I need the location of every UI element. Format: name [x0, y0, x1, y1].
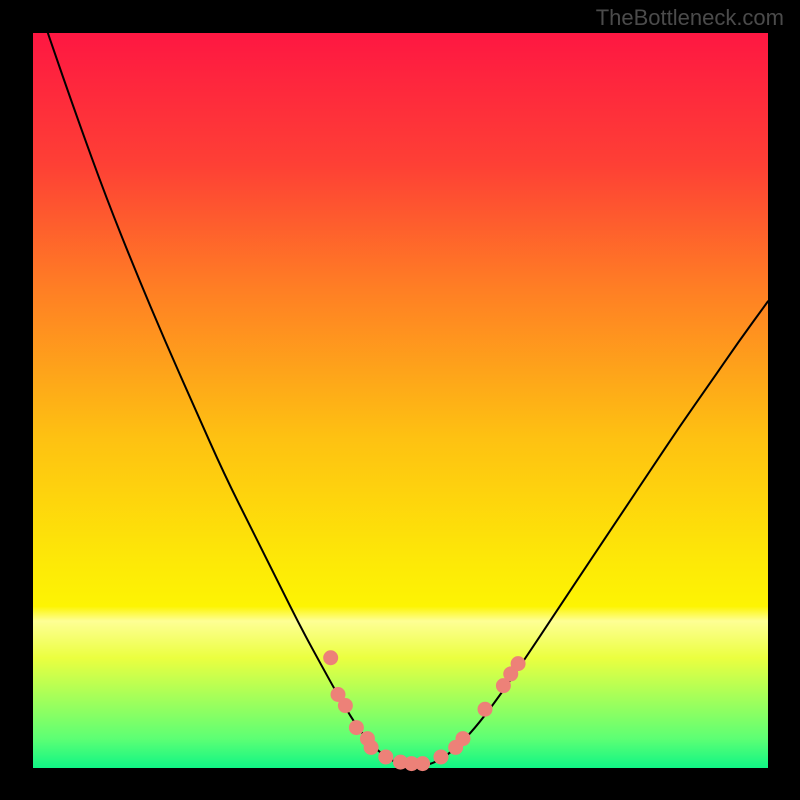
marker-dot	[349, 721, 363, 735]
marker-dot	[379, 750, 393, 764]
plot-area	[33, 33, 768, 768]
marker-dot	[416, 757, 430, 771]
marker-layer	[33, 33, 768, 768]
marker-dot	[338, 699, 352, 713]
marker-dot	[364, 740, 378, 754]
attribution-text: TheBottleneck.com	[596, 5, 784, 31]
marker-dot	[434, 750, 448, 764]
marker-dot	[511, 657, 525, 671]
marker-dot	[456, 732, 470, 746]
marker-dot	[478, 702, 492, 716]
marker-dot	[324, 651, 338, 665]
